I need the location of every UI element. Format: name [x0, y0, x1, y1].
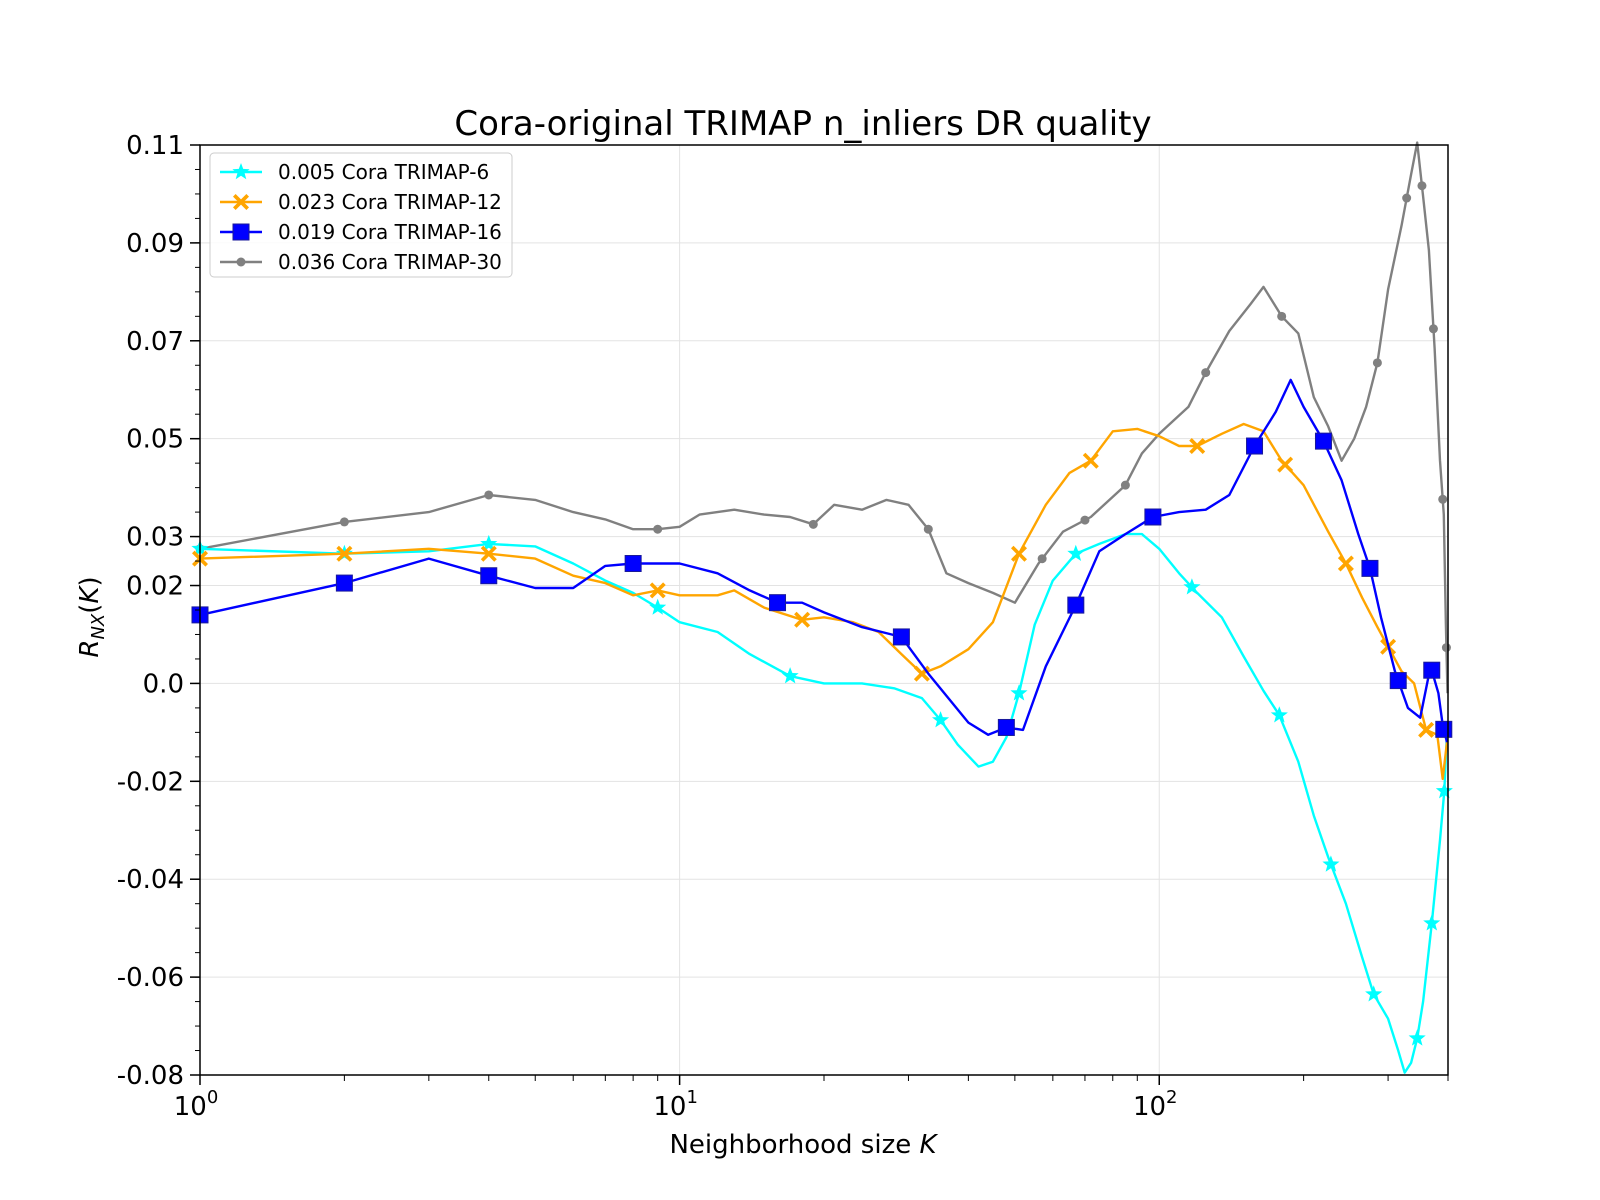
y-tick-label: 0.07	[126, 327, 184, 357]
square-marker	[1144, 508, 1162, 526]
x-marker	[1277, 456, 1294, 473]
square-marker	[1435, 720, 1453, 738]
y-tick-label: 0.0	[143, 669, 184, 699]
square-marker	[335, 574, 353, 592]
legend-box	[209, 152, 513, 278]
square-marker	[892, 628, 910, 646]
x-tick-label: 102	[1133, 1087, 1178, 1122]
star-marker	[1183, 578, 1201, 595]
circle-marker	[1441, 643, 1451, 653]
x-marker	[1082, 452, 1099, 469]
series-line	[199, 532, 1449, 1074]
x-axis-label: Neighborhood size K	[669, 1130, 938, 1160]
circle-marker	[1277, 311, 1287, 321]
legend-label: 0.005 Cora TRIMAP-6	[278, 160, 489, 184]
legend-label: 0.023 Cora TRIMAP-12	[278, 190, 502, 214]
series-line	[199, 378, 1449, 743]
square-marker	[1361, 559, 1379, 577]
x-marker	[1189, 438, 1206, 454]
circle-marker	[808, 519, 818, 529]
x-marker	[794, 611, 811, 628]
circle-marker	[339, 517, 349, 527]
circle-marker	[923, 524, 933, 534]
circle-marker	[1037, 554, 1047, 564]
circle-marker	[1438, 494, 1448, 504]
y-tick-label: 0.02	[126, 572, 184, 602]
series-line	[199, 141, 1449, 694]
square-marker	[232, 223, 250, 241]
y-tick-label: -0.08	[117, 1061, 184, 1091]
x-marker	[233, 194, 249, 210]
square-marker	[624, 555, 642, 572]
y-tick-label: 0.05	[126, 425, 184, 455]
star-marker	[232, 163, 250, 180]
circle-marker	[1402, 193, 1412, 203]
star-marker	[1408, 1029, 1426, 1046]
x-marker	[336, 545, 353, 562]
circle-marker	[653, 524, 663, 534]
y-tick-label: 0.09	[126, 229, 184, 259]
x-marker	[1011, 545, 1027, 562]
chart-title: Cora-original TRIMAP n_inliers DR qualit…	[454, 104, 1151, 144]
x-marker	[480, 545, 497, 562]
star-marker	[932, 711, 950, 728]
x-marker	[1418, 721, 1435, 738]
star-marker	[649, 598, 667, 615]
series-2	[192, 422, 1449, 781]
legend-label: 0.036 Cora TRIMAP-30	[278, 250, 502, 274]
square-marker	[1067, 596, 1085, 614]
axis-ticks: 0.11 0.09 0.07 0.05 0.03 0.02 0.0 -0.02 -0.04 -0.…	[117, 131, 1449, 1122]
star-marker	[781, 667, 799, 684]
series-4	[195, 141, 1451, 694]
circle-marker	[1372, 358, 1382, 368]
star-marker	[1067, 544, 1085, 561]
y-tick-label: 0.03	[126, 523, 184, 553]
y-tick-label: -0.06	[117, 963, 184, 993]
x-tick-label: 100	[174, 1087, 219, 1122]
series-line	[199, 422, 1449, 781]
star-marker	[480, 534, 498, 552]
circle-marker	[1428, 324, 1438, 334]
circle-marker	[484, 490, 494, 500]
star-marker	[1365, 985, 1383, 1002]
star-marker	[1270, 706, 1288, 723]
circle-marker	[1120, 480, 1130, 490]
x-marker	[1337, 555, 1354, 572]
square-marker	[480, 567, 498, 585]
y-tick-label: 0.11	[126, 131, 184, 161]
svg-text:RNX(K): RNX(K)	[75, 576, 109, 657]
star-marker	[1322, 855, 1340, 872]
x-marker	[649, 582, 666, 599]
y-tick-label: -0.04	[117, 865, 184, 895]
square-marker	[997, 718, 1015, 736]
legend-item-3: 0.019 Cora TRIMAP-16	[220, 220, 502, 244]
square-marker	[1389, 672, 1407, 690]
square-marker	[1423, 661, 1441, 679]
legend-item-2: 0.023 Cora TRIMAP-12	[220, 190, 502, 214]
star-marker	[1010, 684, 1028, 701]
star-marker	[1423, 914, 1441, 931]
legend-label: 0.019 Cora TRIMAP-16	[278, 220, 502, 244]
y-axis-label: RNX(K)	[75, 576, 109, 657]
circle-marker	[1201, 368, 1211, 378]
y-tick-label: -0.02	[117, 767, 184, 797]
circle-marker	[236, 257, 246, 267]
legend-item-4: 0.036 Cora TRIMAP-30	[220, 250, 502, 274]
circle-marker	[1080, 515, 1090, 525]
legend-item-1: 0.005 Cora TRIMAP-6	[220, 160, 489, 184]
legend: 0.005 Cora TRIMAP-6 0.023 Cora TRIMAP-12 0…	[209, 152, 513, 278]
x-tick-label: 101	[653, 1087, 698, 1122]
square-marker	[769, 594, 787, 612]
star-marker	[1435, 782, 1453, 799]
circle-marker	[1417, 181, 1427, 191]
square-marker	[1314, 432, 1332, 450]
square-marker	[1246, 437, 1264, 455]
